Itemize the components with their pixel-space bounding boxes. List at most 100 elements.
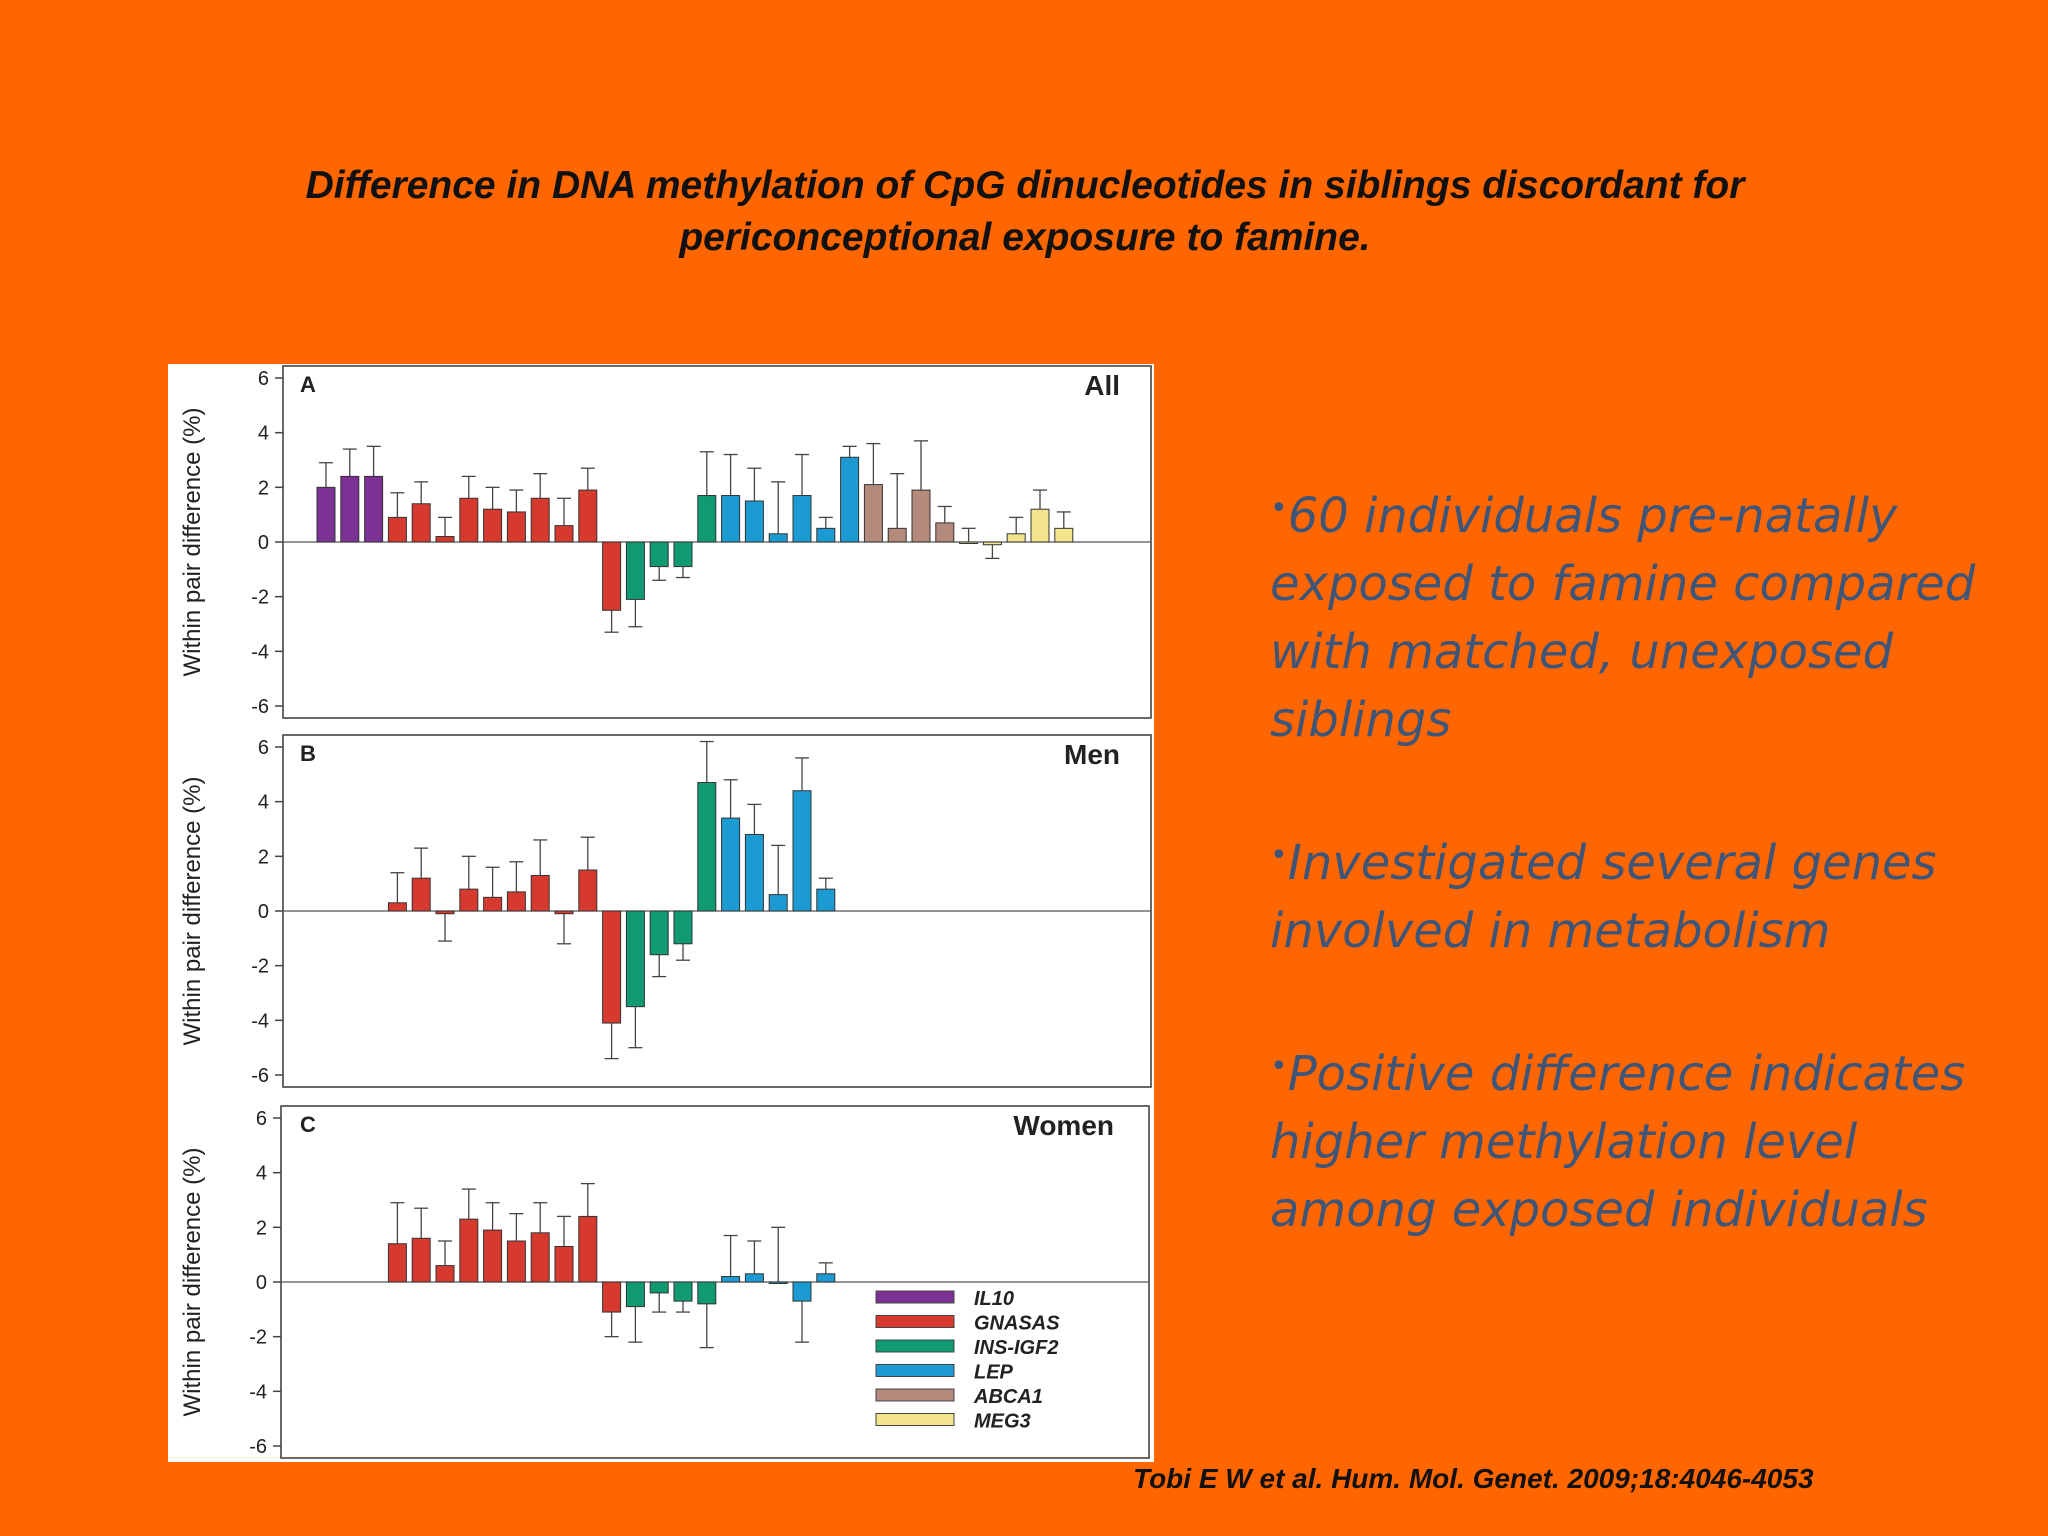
y-tick-label: 2 [256,1217,267,1239]
bar [602,1281,622,1313]
panel-title: All [1084,370,1120,401]
bullet-glyph: • [1270,838,1288,873]
bullet-item: •Investigated several genes involved in … [1270,822,2030,965]
bullet-list: •60 individuals pre-natally exposed to f… [1270,475,2030,1312]
y-tick-label: -6 [249,1436,267,1458]
bars [387,1182,836,1349]
bar [483,1229,503,1283]
bar [364,475,384,543]
panel-b-men: B Men Within pair difference (%) 6 4 2 0 -2 -… [179,734,1152,1088]
bar [411,877,431,912]
legend-label: ABCA1 [973,1386,1043,1408]
bullet-text: 60 individuals pre-natally exposed to fa… [1270,488,1976,748]
legend-label: IL10 [974,1288,1014,1310]
bar [387,1243,407,1283]
bar [697,495,717,543]
bar [483,896,503,912]
y-tick-label: -4 [249,1381,267,1403]
y-tick-label: 4 [258,792,269,814]
bar [578,489,598,543]
bar [1054,527,1074,543]
y-tick-label: 0 [256,1272,267,1294]
bar [506,511,526,543]
y-axis-label: Within pair difference (%) [179,1148,206,1417]
y-tick-label: 4 [256,1163,267,1185]
bar [506,1240,526,1283]
bar [554,910,574,915]
bar [982,541,1002,546]
bullet-text: Investigated several genes involved in m… [1270,835,1937,959]
bar [816,527,836,543]
bar [340,475,360,543]
y-axis-ticks: 6 4 2 0 -2 -4 -6 [249,1108,281,1458]
panel-c-women: C Women Within pair difference (%) 6 4 2 0 -… [179,1105,1150,1459]
y-tick-label: -4 [251,1010,269,1032]
y-tick-label: 0 [258,532,269,554]
bar [792,790,812,912]
y-tick-label: -6 [251,1065,269,1087]
panel-letter: C [300,1112,316,1137]
bar [697,782,717,912]
bar [768,533,788,543]
panel-letter: A [300,372,316,397]
y-tick-label: -6 [251,696,269,718]
legend-label: GNASAS [974,1313,1060,1335]
y-axis-label: Within pair difference (%) [179,408,206,677]
bar [459,888,479,912]
bar [435,1265,455,1283]
bar [602,910,622,1024]
bar [411,503,431,543]
bar [649,541,669,568]
bar [792,495,812,543]
bar [625,1281,645,1308]
legend-label: MEG3 [974,1411,1031,1433]
legend-swatch [875,1339,955,1353]
y-tick-label: 2 [258,846,269,868]
bar [673,910,693,945]
bar [530,874,550,912]
bar [744,500,764,543]
panel-a-all: A All Within pair difference (%) 6 4 2 0 -2 -… [179,365,1152,719]
legend-swatch [875,1364,955,1377]
bar [792,1281,812,1302]
slide-title: Difference in DNA methylation of CpG din… [305,164,1745,259]
bar [649,1281,669,1294]
bar [911,489,931,543]
y-axis-ticks: 6 4 2 0 -2 -4 -6 [251,368,283,718]
y-tick-label: -2 [251,956,269,978]
bar [887,527,907,543]
bar [840,456,860,543]
bar [387,516,407,543]
y-tick-label: 6 [258,737,269,759]
bar [721,1276,741,1283]
methylation-bar-chart-figure: A All Within pair difference (%) 6 4 2 0 -2 -… [168,364,1154,1462]
y-axis-label: Within pair difference (%) [179,777,206,1046]
panel-letter: B [300,741,316,766]
bar [578,1215,598,1283]
bar [863,484,883,543]
bar [578,869,598,912]
y-tick-label: 6 [256,1108,267,1130]
legend-label: INS-IGF2 [974,1337,1058,1359]
bar [459,497,479,543]
bullet-item: •60 individuals pre-natally exposed to f… [1270,475,2030,754]
bar [506,891,526,912]
bar [625,910,645,1008]
bar [697,1281,717,1305]
bar [673,1281,693,1302]
bar [554,1245,574,1283]
bullet-text: Positive difference indicates higher met… [1270,1046,1966,1238]
y-axis-ticks: 6 4 2 0 -2 -4 -6 [251,737,283,1087]
bullet-glyph: • [1270,1049,1288,1084]
y-tick-label: 0 [258,901,269,923]
bar [387,902,407,912]
bar [602,541,622,611]
bar [530,497,550,543]
bar [459,1218,479,1283]
bars [387,740,836,1060]
bullet-glyph: • [1270,491,1288,526]
bar [316,486,336,543]
citation: Tobi E W et al. Hum. Mol. Genet. 2009;18… [1133,1463,1814,1494]
bar [530,1232,550,1283]
